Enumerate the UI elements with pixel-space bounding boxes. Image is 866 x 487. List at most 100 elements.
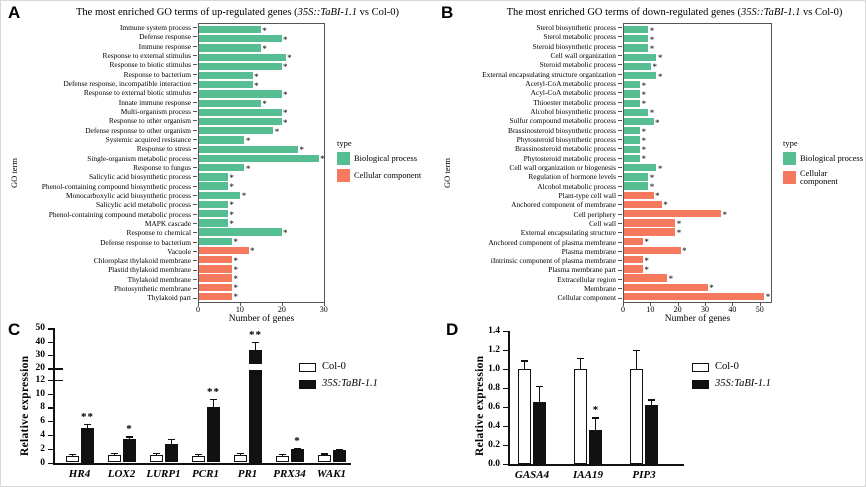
- y-axis-tick: [193, 260, 197, 262]
- panel-a-plot: * * * * * * * * * * * * * * * * * * * * * * * * * * * * * *: [198, 23, 325, 303]
- go-bar-row: *: [199, 237, 324, 247]
- legend-label: 35S:TaBI-1.1: [322, 378, 378, 389]
- legend-label: Biological process: [354, 152, 418, 163]
- go-term-row-label: Single-organism metabolic process: [1, 154, 197, 163]
- bar-tabi: [206, 407, 220, 463]
- go-term-label: Thioester metabolic process: [533, 97, 616, 107]
- go-bar-row: *: [199, 108, 324, 118]
- y-axis-tick: [503, 368, 508, 371]
- legend-swatch-cc: [337, 168, 350, 182]
- error-bar-cap: [110, 452, 118, 455]
- legend-swatch-cc: [783, 170, 796, 184]
- go-bar: [199, 200, 228, 209]
- bar-tabi: [533, 402, 546, 464]
- bar-col0: [630, 368, 643, 464]
- go-bar-row: *: [624, 53, 771, 63]
- go-bar-row: *: [199, 209, 324, 219]
- panel-a-title-prefix: The most enriched GO terms of up-regulat…: [76, 7, 298, 18]
- legend-swatch-tabi: [692, 380, 709, 389]
- y-axis-tick: [193, 27, 197, 29]
- go-term-row-label: Defense response: [1, 32, 197, 41]
- significance-star: **: [207, 386, 220, 399]
- y-axis-tick: [503, 387, 508, 390]
- y-axis-line: [53, 328, 55, 465]
- go-term-label: Immune response: [138, 41, 191, 51]
- go-bar: [199, 173, 228, 181]
- panel-b-title-suffix: vs Col-0): [800, 7, 843, 18]
- y-axis-tick: [193, 297, 197, 299]
- y-axis-tick-label: 20: [35, 363, 46, 374]
- gene-label: PR1: [237, 467, 258, 480]
- significance-star: *: [592, 404, 600, 417]
- gene-label: PIP3: [632, 468, 656, 481]
- go-term-label: Plasma membrane: [561, 246, 616, 256]
- x-axis-tick-label: 0: [196, 305, 200, 314]
- panel-a-letter: A: [8, 3, 21, 22]
- go-term-row-label: Phenol-containing compound metabolic pro…: [1, 210, 197, 219]
- bar-col0: [518, 368, 531, 464]
- x-axis-tick-label: 10: [646, 305, 655, 314]
- go-term-row-label: Defense response to bacterium: [1, 238, 197, 247]
- go-bar: [199, 25, 261, 34]
- y-axis-tick: [618, 83, 622, 85]
- y-axis-tick: [48, 421, 53, 423]
- panel-c: C Relative expression 0 2 4 6 8 10 12 20 30 40 50 *…: [1, 316, 434, 486]
- bar-segment-lower: [248, 370, 262, 463]
- go-bar: [624, 283, 708, 291]
- go-bar: [199, 71, 253, 80]
- y-axis-tick-label: 1.0: [488, 363, 500, 374]
- go-bar-row: *: [199, 200, 324, 210]
- bar-col0: [233, 454, 247, 463]
- error-bar-line: [539, 385, 541, 403]
- go-term-row-label: Systemic acquired resistance: [1, 135, 197, 144]
- y-axis-tick: [618, 64, 622, 66]
- y-axis-tick: [618, 111, 622, 113]
- go-term-row-label: Steroid metabolic process: [434, 60, 622, 69]
- go-bar-row: *: [199, 53, 324, 63]
- y-axis-tick: [618, 232, 622, 234]
- error-bar-line: [580, 357, 582, 369]
- go-term-label: Phenol-containing compound biosynthetic …: [41, 181, 191, 191]
- go-term-label: Sterol metabolic process: [543, 32, 616, 42]
- y-axis-tick: [48, 407, 53, 409]
- significance-star: *: [294, 435, 301, 447]
- go-term-label: Monocarboxylic acid biosynthetic process: [66, 190, 191, 200]
- go-term-label: Response to external biotic stimulus: [83, 88, 191, 98]
- y-axis-tick: [48, 379, 53, 382]
- y-axis-tick: [193, 167, 197, 169]
- significance-star: **: [249, 328, 262, 341]
- go-bar-row: *: [624, 218, 771, 228]
- go-bar-row: *: [624, 135, 771, 146]
- panel-d-letter: D: [446, 320, 459, 339]
- go-bar: [624, 173, 649, 181]
- go-bar-row: *: [199, 135, 324, 146]
- go-term-row-label: Alcohol metabolic process: [434, 182, 622, 191]
- go-term-label: Brassinosteroid metabolic process: [515, 144, 616, 154]
- y-axis-tick-label: 0.4: [488, 420, 500, 431]
- y-axis-tick: [193, 55, 197, 57]
- go-term-label: Alcohol biosynthetic process: [530, 106, 616, 116]
- y-axis-tick: [48, 462, 53, 464]
- go-term-row-label: Membrane: [434, 284, 622, 293]
- go-bar: [199, 90, 282, 98]
- go-bar-row: *: [624, 154, 771, 164]
- go-bar: [199, 228, 282, 236]
- go-term-label: Response to fungus: [133, 162, 191, 172]
- legend-label: Col-0: [715, 361, 739, 372]
- go-term-label: Steroid metabolic process: [539, 60, 616, 70]
- go-bar-row: *: [624, 89, 771, 100]
- y-axis-tick: [618, 288, 622, 290]
- y-axis-tick: [618, 251, 622, 253]
- go-term-row-label: Defense response to other organism: [1, 126, 197, 135]
- go-term-label: Defense response: [139, 32, 191, 42]
- go-term-label: Response to bacterium: [123, 69, 191, 79]
- x-axis-tick: [732, 303, 734, 306]
- go-term-label: Cell wall: [589, 218, 616, 228]
- go-bar-row: *: [199, 227, 324, 238]
- y-axis-tick: [193, 101, 197, 103]
- go-term-label: Phytosteroid metabolic process: [523, 153, 616, 163]
- go-bar-row: *: [624, 145, 771, 155]
- y-axis-tick: [618, 36, 622, 38]
- go-bar-row: *: [199, 172, 324, 182]
- go-bar: [199, 62, 282, 71]
